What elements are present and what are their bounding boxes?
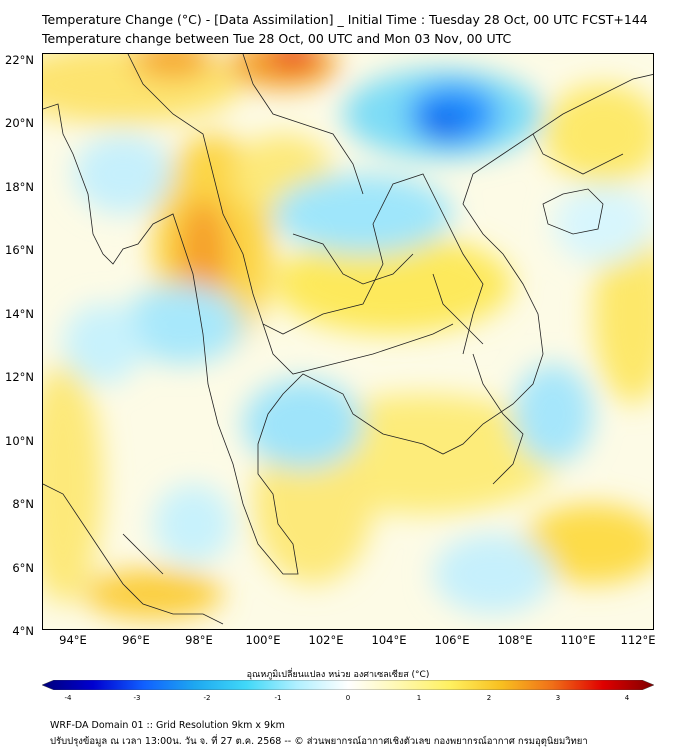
colorbar-tick-4: 4 — [624, 694, 630, 702]
colorbar-tick-3: 3 — [555, 694, 561, 702]
lon-label-104e: 104°E — [371, 633, 407, 647]
lon-label-98e: 98°E — [185, 633, 213, 647]
lat-label-10n: 10°N — [5, 434, 34, 448]
colorbar-label: อุณหภูมิเปลี่ยนแปลง หน่วย องศาเซลเซียส (… — [246, 670, 430, 680]
lon-label-108e: 108°E — [497, 633, 533, 647]
colorbar-tick-neg4: -4 — [64, 694, 72, 702]
colorbar-tick-neg2: -2 — [203, 694, 211, 702]
lon-label-96e: 96°E — [122, 633, 150, 647]
colorbar-tick-neg1: -1 — [274, 694, 282, 702]
colorbar-tick-1: 1 — [416, 694, 422, 702]
colorbar-tick-0: 0 — [345, 694, 351, 702]
lat-label-8n: 8°N — [12, 497, 34, 511]
lat-label-20n: 20°N — [5, 116, 34, 130]
coastlines-borders — [43, 54, 653, 625]
lat-label-4n: 4°N — [12, 624, 34, 638]
lon-label-102e: 102°E — [308, 633, 344, 647]
lat-label-16n: 16°N — [5, 243, 34, 257]
lat-label-14n: 14°N — [5, 307, 34, 321]
lon-label-110e: 110°E — [560, 633, 596, 647]
chart-title: Temperature Change (°C) - [Data Assimila… — [42, 12, 648, 27]
footer-domain-info: WRF-DA Domain 01 :: Grid Resolution 9km … — [50, 720, 285, 731]
lat-label-12n: 12°N — [5, 370, 34, 384]
lat-label-22n: 22°N — [5, 53, 34, 67]
lat-label-6n: 6°N — [12, 561, 34, 575]
map-svg — [43, 54, 653, 629]
lon-label-112e: 112°E — [620, 633, 656, 647]
lon-label-100e: 100°E — [245, 633, 281, 647]
temperature-change-map — [42, 53, 654, 630]
chart-subtitle: Temperature change between Tue 28 Oct, 0… — [42, 31, 512, 46]
colorbar-tick-2: 2 — [486, 694, 492, 702]
colorbar-tick-neg3: -3 — [133, 694, 141, 702]
lon-label-94e: 94°E — [59, 633, 87, 647]
footer-update-info: ปรับปรุงข้อมูล ณ เวลา 13:00น. วัน จ. ที่… — [50, 736, 588, 747]
lat-label-18n: 18°N — [5, 180, 34, 194]
colorbar — [42, 680, 654, 690]
lon-label-106e: 106°E — [434, 633, 470, 647]
colorbar-bar — [42, 680, 654, 690]
